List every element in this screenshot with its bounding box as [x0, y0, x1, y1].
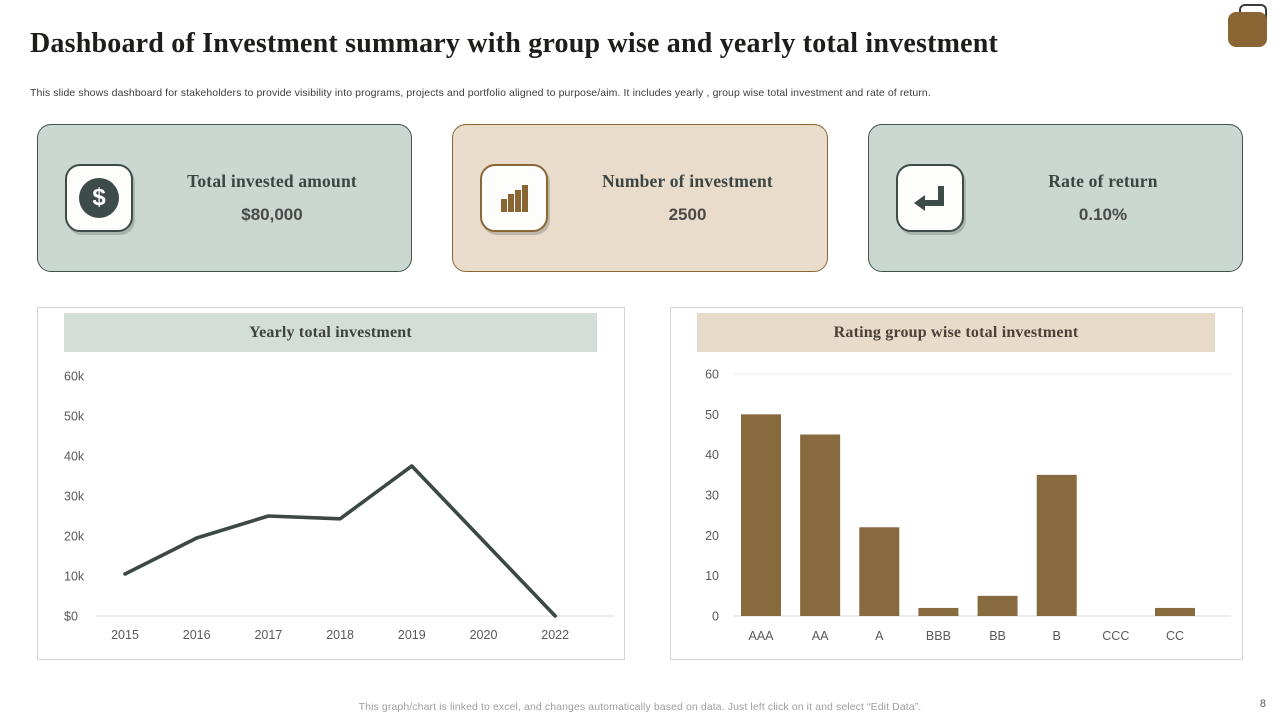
x-axis-label: CC	[1166, 629, 1184, 643]
x-axis-label: BBB	[926, 629, 951, 643]
kpi-label: Total invested amount	[187, 171, 357, 191]
y-axis-label: 40	[705, 448, 719, 462]
yearly-total-investment-chart[interactable]: Yearly total investment $0 10k 20k 30k 40k 50…	[37, 307, 625, 660]
kpi-icon-box	[480, 164, 548, 232]
y-axis-label: 20	[705, 529, 719, 543]
chart-title: Yearly total investment	[64, 313, 597, 352]
x-axis-label: 2016	[183, 628, 211, 642]
x-axis-label: 2019	[398, 628, 426, 642]
y-axis-label: 10k	[64, 570, 85, 584]
rating-group-wise-chart[interactable]: Rating group wise total investment 0 10 20…	[670, 307, 1243, 660]
chart-title: Rating group wise total investment	[697, 313, 1215, 352]
kpi-icon-box: $	[65, 164, 133, 232]
x-axis-label: CCC	[1102, 629, 1129, 643]
x-axis-label: 2020	[470, 628, 498, 642]
kpi-icon-box	[896, 164, 964, 232]
x-axis-label: 2017	[254, 628, 282, 642]
y-axis-label: 60	[705, 368, 719, 382]
kpi-value: 0.10%	[1078, 205, 1128, 224]
kpi-value: 2500	[668, 205, 707, 224]
bar[interactable]	[800, 434, 841, 616]
y-axis-label: 50	[705, 408, 719, 422]
y-axis-label: 20k	[64, 530, 85, 544]
bar[interactable]	[1036, 474, 1077, 616]
y-axis-label: 30k	[64, 490, 85, 504]
page-title: Dashboard of Investment summary with gro…	[30, 28, 999, 59]
x-axis-label: 2022	[541, 628, 569, 642]
bar[interactable]	[918, 607, 959, 616]
y-axis-label: 30	[705, 489, 719, 503]
y-axis-label: 40k	[64, 450, 85, 464]
kpi-label: Rate of return	[1048, 171, 1158, 191]
x-axis-label: BB	[989, 629, 1006, 643]
page-subtitle: This slide shows dashboard for stakehold…	[30, 87, 931, 99]
bar[interactable]	[859, 527, 900, 616]
x-axis-label: B	[1053, 629, 1061, 643]
bar[interactable]	[977, 595, 1018, 616]
logo-brown-square-icon	[1228, 12, 1267, 47]
return-arrow-icon	[914, 186, 944, 211]
x-axis-label: 2015	[111, 628, 139, 642]
kpi-label: Number of investment	[602, 171, 773, 191]
kpi-card-total-invested[interactable]: $ Total invested amount $80,000	[37, 124, 412, 272]
line-series[interactable]	[123, 464, 558, 618]
y-axis-label: 60k	[64, 370, 85, 384]
line-chart-canvas[interactable]: $0 10k 20k 30k 40k 50k 60k 2015 2016 2017 2018 2019…	[38, 352, 624, 661]
y-axis-label: 50k	[64, 410, 85, 424]
y-axis-label: 0	[712, 610, 719, 624]
dollar-icon: $	[79, 178, 119, 218]
x-axis-label: 2018	[326, 628, 354, 642]
x-axis-label: AAA	[748, 629, 774, 643]
kpi-card-number-of-investment[interactable]: Number of investment 2500	[452, 124, 828, 272]
bar[interactable]	[1154, 607, 1195, 616]
page-number: 8	[1259, 698, 1266, 710]
kpi-card-rate-of-return[interactable]: Rate of return 0.10%	[868, 124, 1243, 272]
bar-chart-icon	[501, 185, 528, 212]
y-axis-label: 10	[705, 569, 719, 583]
x-axis-label: AA	[812, 629, 829, 643]
brand-logo	[1220, 0, 1280, 56]
x-axis-label: A	[875, 629, 884, 643]
bar[interactable]	[741, 414, 781, 616]
footer-note: This graph/chart is linked to excel, and…	[358, 701, 922, 713]
y-axis-label: $0	[64, 610, 78, 624]
kpi-value: $80,000	[241, 205, 303, 224]
